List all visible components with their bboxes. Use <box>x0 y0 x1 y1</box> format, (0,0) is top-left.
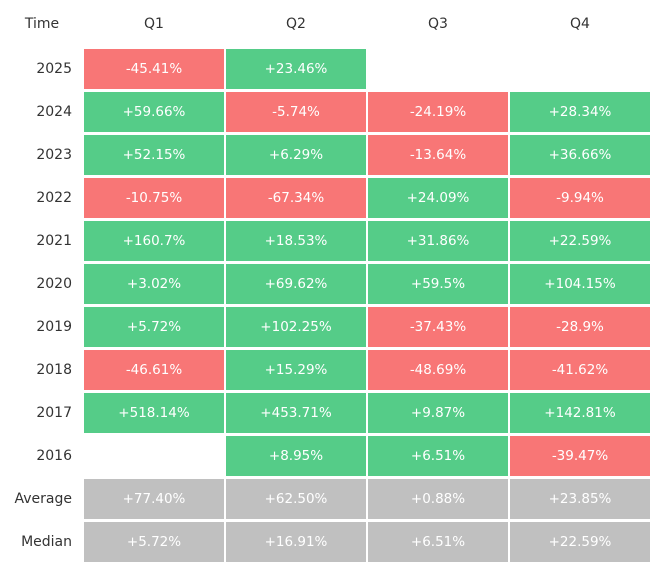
column-header-q1: Q1 <box>144 16 164 32</box>
value-cell: -41.62% <box>510 350 650 390</box>
value-cell: +6.29% <box>226 135 366 175</box>
row-label-2018: 2018 <box>36 362 72 378</box>
value-cell: -5.74% <box>226 92 366 132</box>
value-cell: -45.41% <box>84 49 224 89</box>
value-cell: -13.64% <box>368 135 508 175</box>
row-label-2021: 2021 <box>36 233 72 249</box>
summary-cell: +16.91% <box>226 522 366 562</box>
summary-label-average: Average <box>14 491 73 507</box>
value-cell: -39.47% <box>510 436 650 476</box>
summary-cell: +62.50% <box>226 479 366 519</box>
summary-cell: +22.59% <box>510 522 650 562</box>
value-cell: -10.75% <box>84 178 224 218</box>
column-header-q4: Q4 <box>570 16 590 32</box>
summary-cell: +0.88% <box>368 479 508 519</box>
row-label-2020: 2020 <box>36 276 72 292</box>
value-cell: +8.95% <box>226 436 366 476</box>
value-cell: +52.15% <box>84 135 224 175</box>
summary-cell: +6.51% <box>368 522 508 562</box>
value-cell: +18.53% <box>226 221 366 261</box>
summary-cell: +23.85% <box>510 479 650 519</box>
row-label-2024: 2024 <box>36 104 72 120</box>
column-header-q2: Q2 <box>286 16 306 32</box>
value-cell: +142.81% <box>510 393 650 433</box>
row-label-2023: 2023 <box>36 147 72 163</box>
value-cell: +518.14% <box>84 393 224 433</box>
value-cell: +69.62% <box>226 264 366 304</box>
summary-label-median: Median <box>21 534 72 550</box>
value-cell: +160.7% <box>84 221 224 261</box>
value-cell: -46.61% <box>84 350 224 390</box>
value-cell: -67.34% <box>226 178 366 218</box>
value-cell: -24.19% <box>368 92 508 132</box>
corner-label: Time <box>24 16 60 32</box>
value-cell: +9.87% <box>368 393 508 433</box>
row-label-2017: 2017 <box>36 405 72 421</box>
value-cell: +59.5% <box>368 264 508 304</box>
value-cell: +453.71% <box>226 393 366 433</box>
row-label-2022: 2022 <box>36 190 72 206</box>
value-cell: +36.66% <box>510 135 650 175</box>
value-cell: +6.51% <box>368 436 508 476</box>
value-cell: +23.46% <box>226 49 366 89</box>
value-cell: +104.15% <box>510 264 650 304</box>
column-header-q3: Q3 <box>428 16 448 32</box>
value-cell: +22.59% <box>510 221 650 261</box>
value-cell: +102.25% <box>226 307 366 347</box>
summary-cell: +5.72% <box>84 522 224 562</box>
value-cell: +3.02% <box>84 264 224 304</box>
value-cell: +59.66% <box>84 92 224 132</box>
value-cell: +28.34% <box>510 92 650 132</box>
row-label-2019: 2019 <box>36 319 72 335</box>
value-cell: -28.9% <box>510 307 650 347</box>
value-cell: +5.72% <box>84 307 224 347</box>
value-cell: -48.69% <box>368 350 508 390</box>
summary-cell: +77.40% <box>84 479 224 519</box>
row-label-2025: 2025 <box>36 61 72 77</box>
value-cell: -9.94% <box>510 178 650 218</box>
value-cell: -37.43% <box>368 307 508 347</box>
value-cell: +24.09% <box>368 178 508 218</box>
value-cell: +31.86% <box>368 221 508 261</box>
value-cell: +15.29% <box>226 350 366 390</box>
row-label-2016: 2016 <box>36 448 72 464</box>
